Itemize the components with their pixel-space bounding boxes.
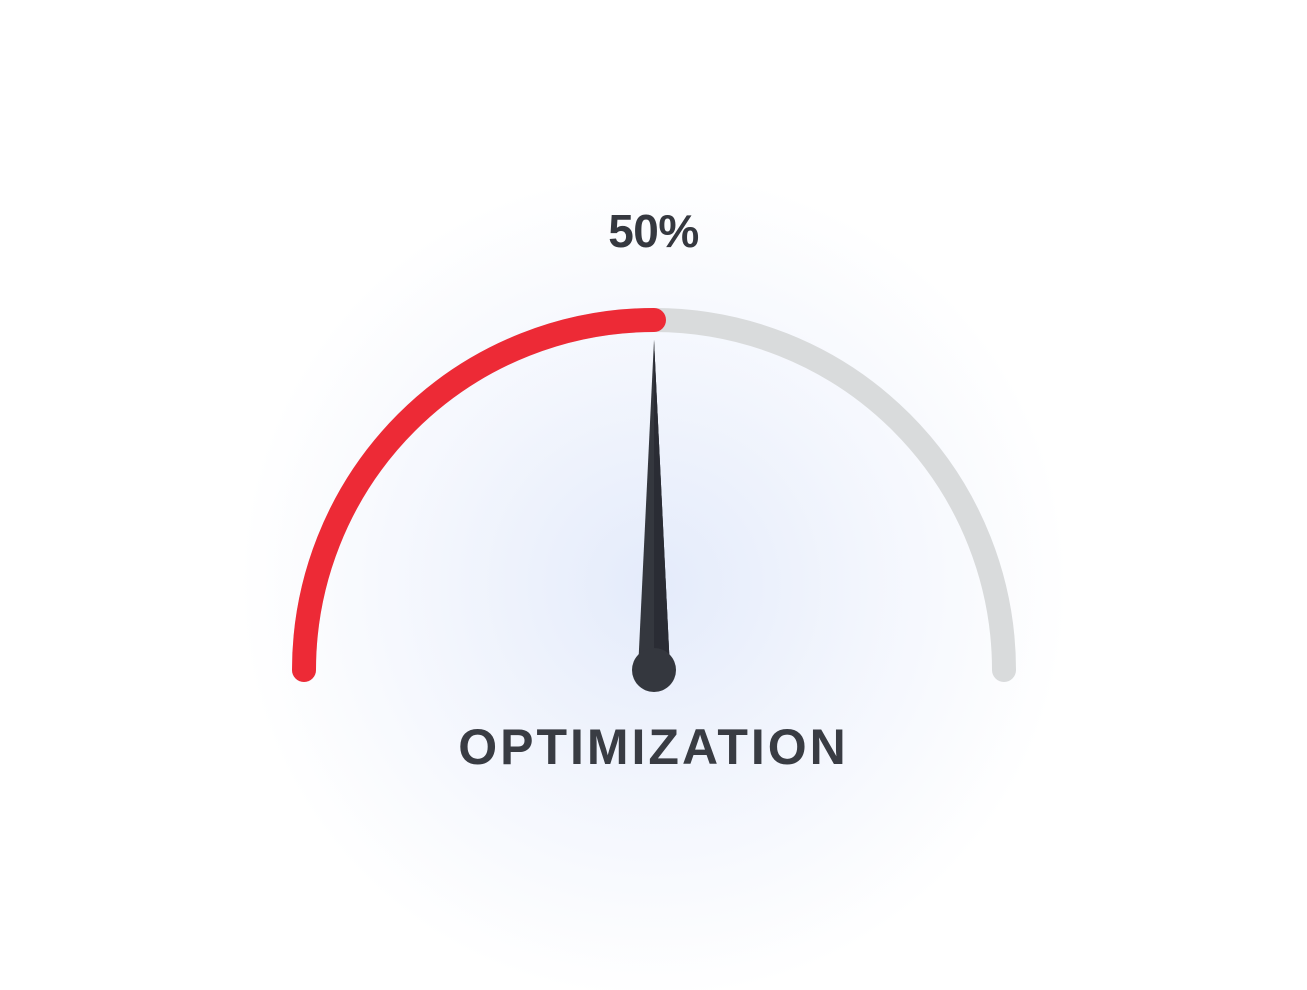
gauge-needle-hub bbox=[632, 648, 676, 692]
gauge-svg bbox=[254, 270, 1054, 700]
gauge-caption: OPTIMIZATION bbox=[458, 718, 849, 776]
gauge-percent-label: 50% bbox=[608, 204, 699, 258]
gauge-needle-shade bbox=[654, 340, 670, 670]
gauge-container: 50% OPTIMIZATION bbox=[204, 140, 1104, 840]
gauge-progress-arc bbox=[304, 320, 654, 670]
